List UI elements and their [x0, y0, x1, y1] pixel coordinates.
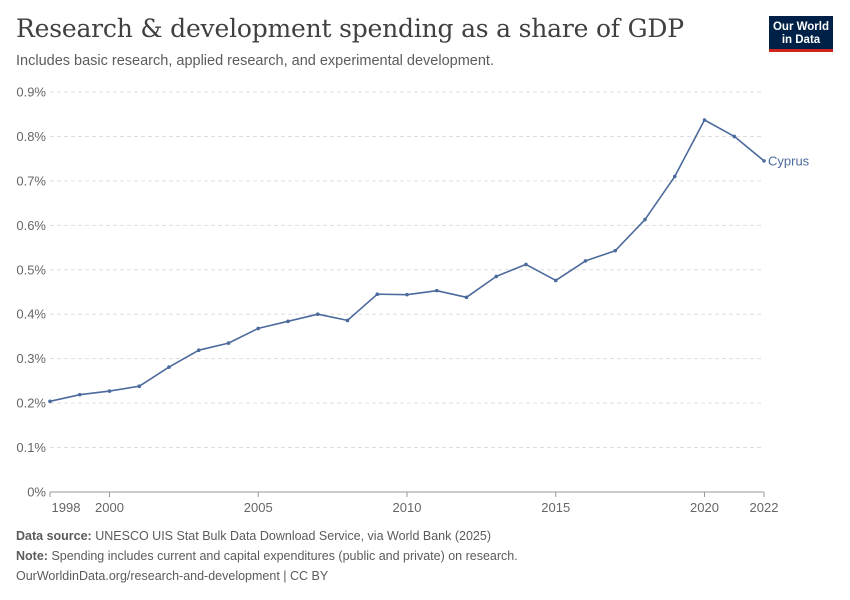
- data-point: [405, 292, 409, 297]
- data-point: [524, 262, 528, 267]
- y-gridlines: [50, 91, 764, 449]
- data-point: [315, 312, 320, 317]
- y-tick-label: 0.5%: [16, 262, 46, 277]
- logo-line-2: in Data: [781, 33, 821, 46]
- x-tick-label: 2000: [95, 500, 124, 515]
- data-point: [702, 118, 707, 122]
- data-point: [196, 348, 201, 353]
- x-tick-label: 2010: [393, 500, 422, 515]
- data-point: [167, 365, 171, 369]
- data-point: [345, 318, 350, 323]
- chart-title: Research & development spending as a sha…: [16, 14, 684, 43]
- x-tick-label: 1998: [52, 500, 81, 515]
- y-tick-label: 0.9%: [16, 85, 46, 100]
- data-point: [464, 295, 469, 300]
- note-label: Note:: [16, 549, 48, 563]
- x-tick-label: 2022: [750, 500, 779, 515]
- data-point: [375, 292, 380, 297]
- x-tick-label: 2020: [690, 500, 719, 515]
- y-tick-label: 0.8%: [16, 129, 46, 144]
- data-point: [137, 384, 142, 389]
- note-text: Spending includes current and capital ex…: [51, 549, 518, 563]
- footer-source: Data source: UNESCO UIS Stat Bulk Data D…: [16, 529, 491, 543]
- logo-line-1: Our World: [772, 21, 829, 33]
- x-axis: 1998 2000 2005 2010 2015 2020 2022: [49, 491, 779, 515]
- y-tick-label: 0.7%: [16, 173, 46, 188]
- y-tick-label: 0.6%: [16, 218, 46, 233]
- y-tick-label: 0.1%: [16, 440, 46, 455]
- y-tick-label: 0.3%: [16, 351, 46, 366]
- data-point: [613, 248, 618, 253]
- data-point: [48, 399, 52, 404]
- data-point: [77, 392, 82, 397]
- data-point: [643, 217, 647, 222]
- y-tick-label: 0.2%: [16, 396, 46, 411]
- chart-subtitle: Includes basic research, applied researc…: [16, 53, 494, 69]
- data-point: [434, 288, 439, 293]
- data-point: [732, 134, 737, 139]
- data-point: [494, 274, 499, 279]
- series-group: Cyprus: [48, 118, 810, 404]
- source-label: Data source:: [16, 529, 92, 543]
- data-point: [256, 326, 261, 331]
- owid-logo[interactable]: Our World in Data: [769, 16, 833, 52]
- source-text[interactable]: UNESCO UIS Stat Bulk Data Download Servi…: [95, 529, 491, 543]
- data-point: [107, 389, 112, 393]
- x-tick-label: 2015: [541, 500, 570, 515]
- data-point: [672, 174, 677, 179]
- data-point: [762, 159, 766, 163]
- data-point: [286, 319, 290, 324]
- y-axis-tick-labels: 0% 0.1% 0.2% 0.3% 0.4% 0.5% 0.6% 0.7% 0.8% 0.9%: [16, 85, 46, 500]
- data-point: [553, 278, 558, 283]
- footer-url[interactable]: OurWorldinData.org/research-and-developm…: [16, 569, 329, 583]
- x-tick-label: 2005: [244, 500, 273, 515]
- y-tick-label: 0%: [27, 485, 46, 500]
- series-label: Cyprus: [768, 153, 810, 168]
- data-point: [226, 341, 231, 345]
- data-point: [583, 259, 588, 263]
- footer-note: Note: Spending includes current and capi…: [16, 549, 518, 563]
- y-tick-label: 0.4%: [16, 307, 46, 322]
- line-chart: 0% 0.1% 0.2% 0.3% 0.4% 0.5% 0.6% 0.7% 0.8% 0.9% 1…: [16, 85, 810, 516]
